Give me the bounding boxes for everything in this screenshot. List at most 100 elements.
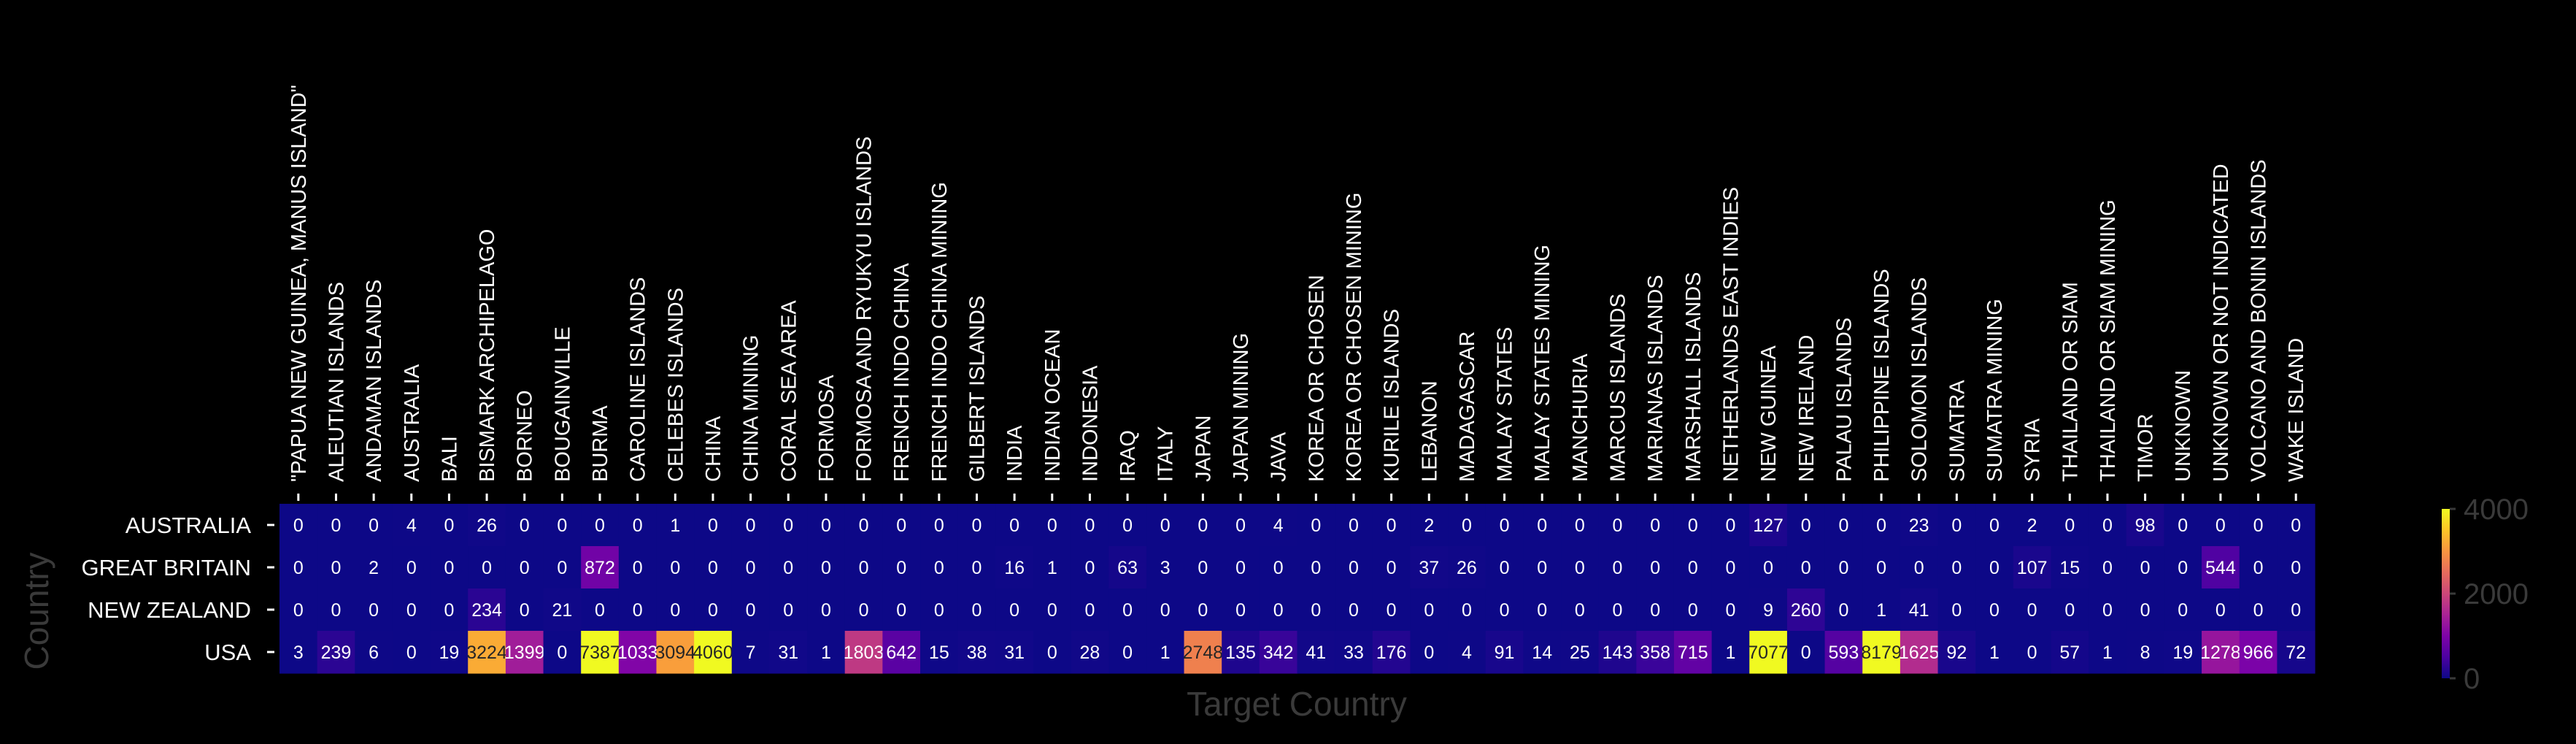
- cell-value-label: 41: [1306, 643, 1326, 663]
- heatmap-cell: [2013, 546, 2052, 589]
- heatmap-cell: [995, 546, 1034, 589]
- heatmap-cell: [694, 546, 733, 589]
- cell-value-label: 358: [1640, 643, 1670, 663]
- cell-value-label: 72: [2286, 643, 2306, 663]
- cell-value-label: 0: [1951, 600, 1962, 621]
- heatmap-cell: [1410, 631, 1449, 674]
- heatmap-cell: [2239, 588, 2278, 632]
- cell-value-label: 1: [1160, 643, 1171, 663]
- heatmap-cell: [1448, 546, 1486, 589]
- heatmap-cell: [581, 504, 620, 547]
- heatmap-cell: [2202, 631, 2240, 674]
- cell-value-label: 0: [520, 515, 530, 536]
- heatmap-cell: [392, 631, 431, 674]
- heatmap-cell: [1485, 504, 1524, 547]
- cell-value-label: 0: [1613, 515, 1623, 536]
- heatmap-cell: [807, 546, 846, 589]
- heatmap-cell: [1786, 588, 1826, 632]
- cell-value-label: 0: [934, 600, 944, 621]
- cell-value-label: 0: [406, 600, 417, 621]
- cell-value-label: 25: [1570, 643, 1590, 663]
- cell-value-label: 92: [1946, 643, 1967, 663]
- heatmap-cell: [882, 588, 921, 632]
- heatmap-cell: [1749, 631, 1788, 674]
- heatmap-cell: [1561, 504, 1600, 547]
- heatmap-cell: [2013, 588, 2052, 632]
- cell-value-label: 0: [1235, 558, 1246, 578]
- heatmap-cell: [468, 588, 506, 632]
- cell-value-label: 6: [369, 643, 379, 663]
- cell-value-label: 0: [2178, 515, 2188, 536]
- cell-value-label: 1: [2102, 643, 2113, 663]
- column-tick-label: NEW IRELAND: [1795, 335, 1819, 482]
- x-axis-label: Target Country: [1187, 685, 1407, 723]
- cell-value-label: 0: [2291, 515, 2301, 536]
- heatmap-cell: [1786, 504, 1826, 547]
- cell-value-label: 872: [585, 558, 615, 578]
- cell-value-label: 0: [595, 515, 605, 536]
- cell-value-label: 0: [1424, 643, 1434, 663]
- cell-value-label: 0: [1688, 600, 1698, 621]
- cell-value-label: 0: [1462, 600, 1472, 621]
- column-tick-label: CORAL SEA AREA: [777, 300, 801, 482]
- heatmap-cell: [618, 588, 658, 632]
- column-tick-label: THAILAND OR SIAM MINING: [2097, 199, 2120, 482]
- cell-value-label: 0: [859, 558, 869, 578]
- column-tick-label: BALI: [438, 436, 461, 482]
- heatmap-cell: [1937, 631, 1976, 674]
- cell-value-label: 0: [1575, 600, 1585, 621]
- column-tick-label: THAILAND OR SIAM: [2059, 282, 2082, 482]
- heatmap-cell: [957, 546, 996, 589]
- heatmap-cell: [2126, 504, 2165, 547]
- heatmap-cell: [882, 546, 921, 589]
- cell-value-label: 0: [934, 558, 944, 578]
- cell-value-label: 0: [2178, 600, 2188, 621]
- cell-value-label: 0: [1122, 643, 1133, 663]
- cell-value-label: 127: [1753, 515, 1783, 536]
- cell-value-label: 1: [1725, 643, 1735, 663]
- heatmap-cell: [2164, 504, 2202, 547]
- heatmap-cell: [1184, 588, 1222, 632]
- cell-value-label: 16: [1004, 558, 1025, 578]
- heatmap-cell: [1259, 631, 1298, 674]
- column-tick-label: CHINA MINING: [740, 335, 763, 482]
- cell-value-label: 1399: [504, 643, 545, 663]
- cell-value-label: 0: [1650, 558, 1660, 578]
- cell-value-label: 1: [1989, 643, 2000, 663]
- heatmap-cell: [2051, 631, 2089, 674]
- cell-value-label: 0: [520, 558, 530, 578]
- cell-value-label: 0: [859, 600, 869, 621]
- cell-value-label: 0: [1537, 600, 1547, 621]
- cell-value-label: 0: [1009, 600, 1019, 621]
- heatmap-cell: [807, 631, 846, 674]
- cell-value-label: 0: [1951, 515, 1962, 536]
- cell-value-label: 0: [2027, 643, 2037, 663]
- heatmap-cell: [2277, 588, 2315, 632]
- heatmap-cell: [355, 631, 393, 674]
- cell-value-label: 0: [1801, 515, 1811, 536]
- heatmap-cell: [430, 504, 468, 547]
- cell-value-label: 31: [778, 643, 798, 663]
- cell-value-label: 1: [670, 515, 680, 536]
- cell-value-label: 0: [2253, 600, 2264, 621]
- colorbar-tick-label: 0: [2464, 663, 2480, 695]
- cell-value-label: 0: [1047, 643, 1057, 663]
- cell-value-label: 0: [1537, 515, 1547, 536]
- cell-value-label: 0: [1500, 600, 1510, 621]
- heatmap-cell: [1335, 546, 1373, 589]
- heatmap-cell: [1900, 631, 1939, 674]
- column-tick-label: FORMOSA AND RYUKYU ISLANDS: [853, 137, 876, 482]
- cell-value-label: 4: [1273, 515, 1284, 536]
- heatmap-cell: [505, 631, 544, 674]
- cell-value-label: 0: [444, 558, 454, 578]
- heatmap-cell: [2202, 588, 2240, 632]
- cell-value-label: 15: [2059, 558, 2080, 578]
- cell-value-label: 593: [1829, 643, 1859, 663]
- cell-value-label: 41: [1909, 600, 1929, 621]
- heatmap-cell: [1108, 631, 1147, 674]
- cell-value-label: 0: [1838, 600, 1848, 621]
- cell-value-label: 107: [2017, 558, 2048, 578]
- cell-value-label: 0: [1349, 515, 1359, 536]
- heatmap-cell: [2239, 546, 2278, 589]
